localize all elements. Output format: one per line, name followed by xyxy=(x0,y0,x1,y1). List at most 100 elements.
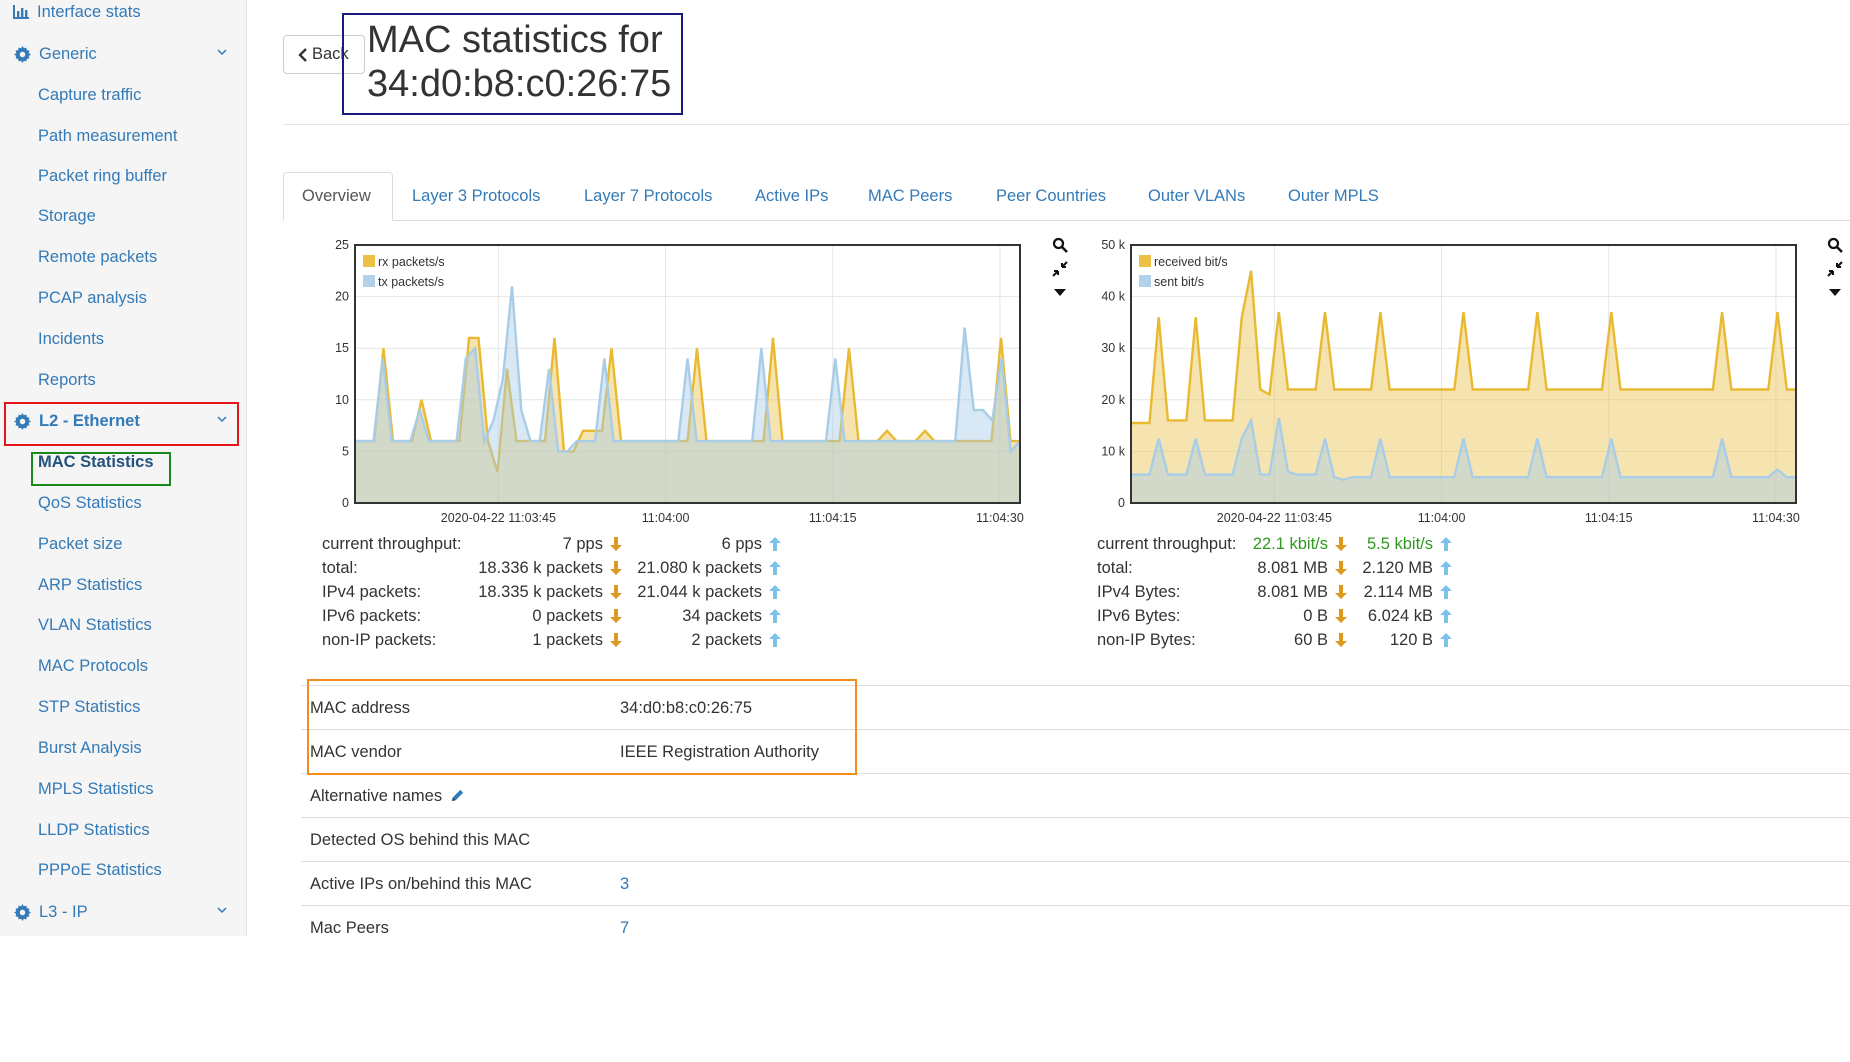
sidebar-item-label: MPLS Statistics xyxy=(38,779,154,798)
tab-label: Outer MPLS xyxy=(1288,187,1379,205)
compress-icon[interactable] xyxy=(1052,261,1068,277)
stat-rx-value: 60 B xyxy=(1294,631,1328,649)
compress-icon[interactable] xyxy=(1827,261,1843,277)
sidebar-item-vlan-statistics[interactable]: VLAN Statistics xyxy=(0,605,246,645)
sidebar-group-l2-ethernet[interactable]: L2 - Ethernet xyxy=(0,401,246,441)
sidebar-item-label: STP Statistics xyxy=(38,697,141,716)
sidebar-item-arp-statistics[interactable]: ARP Statistics xyxy=(0,565,246,605)
info-row-mac-peers: Mac Peers 7 xyxy=(301,905,1850,950)
sidebar-item-pcap-analysis[interactable]: PCAP analysis xyxy=(0,278,246,318)
tab-active-ips[interactable]: Active IPs xyxy=(755,172,828,221)
stat-rx-value: 0 B xyxy=(1303,607,1328,625)
tab-overview[interactable]: Overview xyxy=(283,172,393,221)
tab-label: Outer VLANs xyxy=(1148,187,1246,205)
y-tick-label: 15 xyxy=(335,341,349,355)
sidebar-item-pppoe-statistics[interactable]: PPPoE Statistics xyxy=(0,850,246,890)
info-row-mac-vendor: MAC vendor IEEE Registration Authority xyxy=(301,729,1850,774)
stat-tx-value: 2 packets xyxy=(691,631,762,649)
arrow-down-icon xyxy=(1335,561,1347,575)
stat-rx-value: 18.335 k packets xyxy=(478,583,603,601)
sidebar-item-packet-ring-buffer[interactable]: Packet ring buffer xyxy=(0,156,246,196)
sidebar-item-packet-size[interactable]: Packet size xyxy=(0,524,246,564)
sidebar-item-interface-stats[interactable]: Interface stats xyxy=(0,0,246,24)
plot-frame xyxy=(354,244,1021,504)
sidebar-group-generic[interactable]: Generic xyxy=(0,34,246,74)
tab-outer-mpls[interactable]: Outer MPLS xyxy=(1288,172,1379,221)
arrow-up-icon xyxy=(769,561,781,575)
info-value: IEEE Registration Authority xyxy=(620,743,820,761)
pencil-icon[interactable] xyxy=(450,788,465,803)
stat-label: current throughput: xyxy=(1097,535,1237,553)
sidebar-item-burst-analysis[interactable]: Burst Analysis xyxy=(0,728,246,768)
y-tick-label: 10 xyxy=(335,393,349,407)
chevron-left-icon xyxy=(298,47,307,62)
tab-mac-peers[interactable]: MAC Peers xyxy=(868,172,952,221)
caret-down-icon[interactable] xyxy=(1827,286,1843,298)
stat-tx-value: 5.5 kbit/s xyxy=(1366,535,1433,553)
gear-icon xyxy=(14,903,31,921)
legend-label: sent bit/s xyxy=(1154,275,1204,289)
back-button[interactable]: Back xyxy=(283,35,365,74)
caret-down-icon[interactable] xyxy=(1052,286,1068,298)
mac-peers-link[interactable]: 7 xyxy=(620,919,630,937)
plot-frame xyxy=(1130,244,1797,504)
stat-tx-value: 2.120 MB xyxy=(1362,559,1433,577)
page-title: MAC statistics for 34:d0:b8:c0:26:75 xyxy=(367,18,671,106)
sidebar-item-storage[interactable]: Storage xyxy=(0,196,246,236)
arrow-down-icon xyxy=(610,537,622,551)
arrow-down-icon xyxy=(1335,585,1347,599)
sidebar-item-path-measurement[interactable]: Path measurement xyxy=(0,116,246,156)
sidebar-item-reports[interactable]: Reports xyxy=(0,360,246,400)
sidebar-item-label: MAC Protocols xyxy=(38,656,149,675)
arrow-down-icon xyxy=(610,633,622,647)
sidebar-item-label: Burst Analysis xyxy=(38,738,142,757)
x-tick-label: 2020-04-22 11:03:45 xyxy=(441,511,556,525)
y-tick-label: 10 k xyxy=(1101,444,1125,458)
sidebar-item-label: PPPoE Statistics xyxy=(38,860,162,879)
y-tick-label: 5 xyxy=(342,444,349,458)
sidebar-item-stp-statistics[interactable]: STP Statistics xyxy=(0,687,246,727)
legend-swatch xyxy=(1139,255,1151,267)
zoom-icon[interactable] xyxy=(1827,237,1843,253)
x-tick-label: 11:04:30 xyxy=(976,511,1024,525)
sidebar-group-label: L3 - IP xyxy=(39,902,88,921)
stat-tx-value: 6.024 kB xyxy=(1367,607,1433,625)
zoom-icon[interactable] xyxy=(1052,237,1068,253)
arrow-up-icon xyxy=(1440,633,1452,647)
stat-label: current throughput: xyxy=(322,535,462,553)
stat-rx-value: 8.081 MB xyxy=(1257,583,1328,601)
tab-peer-countries[interactable]: Peer Countries xyxy=(996,172,1106,221)
y-tick-label: 0 xyxy=(1118,496,1125,510)
info-label: Detected OS behind this MAC xyxy=(310,831,531,849)
sidebar-group-l3-ip[interactable]: L3 - IP xyxy=(0,892,246,932)
sidebar-item-capture-traffic[interactable]: Capture traffic xyxy=(0,75,246,115)
info-row-detected-os: Detected OS behind this MAC xyxy=(301,817,1850,862)
tab-label: Layer 7 Protocols xyxy=(584,187,713,205)
sidebar-item-remote-packets[interactable]: Remote packets xyxy=(0,237,246,277)
sidebar-item-mac-statistics[interactable]: MAC Statistics xyxy=(0,442,246,482)
y-tick-label: 20 xyxy=(335,290,349,304)
sidebar-item-mpls-statistics[interactable]: MPLS Statistics xyxy=(0,769,246,809)
tab-outer-vlans[interactable]: Outer VLANs xyxy=(1148,172,1245,221)
sidebar-item-label: Remote packets xyxy=(38,247,158,266)
stat-label: non-IP packets: xyxy=(322,631,437,649)
tab-label: Peer Countries xyxy=(996,187,1107,205)
arrow-up-icon xyxy=(769,609,781,623)
arrow-up-icon xyxy=(769,633,781,647)
tab-layer-7-protocols[interactable]: Layer 7 Protocols xyxy=(584,172,712,221)
sidebar-item-label: ARP Statistics xyxy=(38,575,143,594)
x-tick-label: 11:04:30 xyxy=(1752,511,1800,525)
sidebar-item-qos-statistics[interactable]: QoS Statistics xyxy=(0,483,246,523)
tab-layer-3-protocols[interactable]: Layer 3 Protocols xyxy=(412,172,540,221)
x-tick-label: 11:04:15 xyxy=(809,511,857,525)
packets-chart: 0 5 10 15 20 25 2020-04-22 11:03:45 11:04:00 11:… xyxy=(335,238,1024,525)
page-title-line1: MAC statistics for xyxy=(367,19,663,61)
legend-swatch xyxy=(363,255,375,267)
info-row-active-ips: Active IPs on/behind this MAC 3 xyxy=(301,861,1850,906)
sidebar-item-incidents[interactable]: Incidents xyxy=(0,319,246,359)
sidebar-item-mac-protocols[interactable]: MAC Protocols xyxy=(0,646,246,686)
active-ips-link[interactable]: 3 xyxy=(620,875,630,893)
sidebar-item-lldp-statistics[interactable]: LLDP Statistics xyxy=(0,810,246,850)
series-area xyxy=(1131,417,1796,503)
arrow-down-icon xyxy=(610,585,622,599)
